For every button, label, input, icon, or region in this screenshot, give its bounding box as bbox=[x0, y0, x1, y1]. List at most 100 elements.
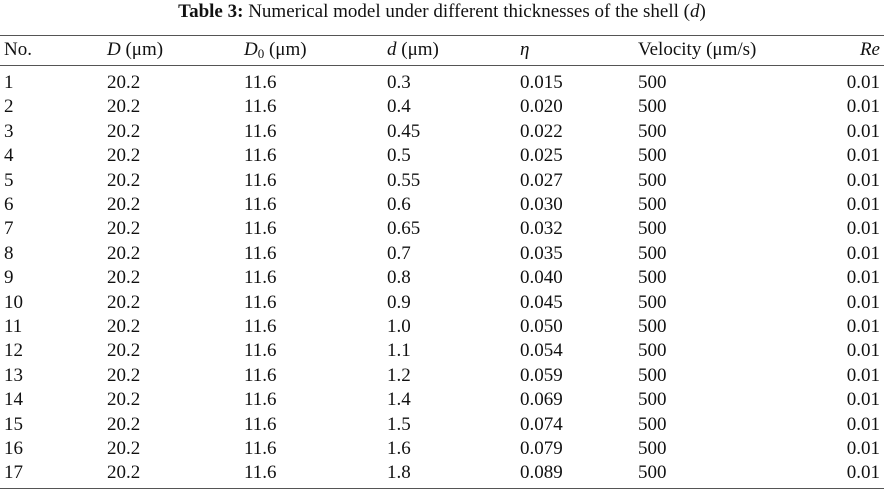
table-cell: 0.01 bbox=[846, 340, 880, 362]
table-cell: 0.022 bbox=[520, 120, 563, 142]
header-cell: Re bbox=[860, 39, 880, 61]
table-cell: 500 bbox=[638, 462, 667, 484]
table-cell: 20.2 bbox=[107, 340, 141, 362]
text-run: d bbox=[690, 1, 700, 22]
table-cell: 0.069 bbox=[520, 389, 563, 411]
table-cell: 0.5 bbox=[387, 145, 411, 167]
table-cell: 20.2 bbox=[107, 169, 141, 191]
table-cell: 500 bbox=[638, 316, 667, 337]
text-run: Re bbox=[859, 39, 880, 60]
table-cell: 20.2 bbox=[107, 462, 141, 484]
table-cell: 17 bbox=[4, 462, 23, 484]
header-cell: Velocity (μm/s) bbox=[638, 39, 756, 61]
table-cell: 0.01 bbox=[846, 291, 880, 313]
table-cell: 20.2 bbox=[107, 218, 141, 240]
table-cell: 20.2 bbox=[107, 389, 141, 411]
table-cell: 0.6 bbox=[387, 194, 411, 215]
text-run: d bbox=[387, 39, 397, 60]
table-cell: 11.6 bbox=[244, 120, 277, 142]
table-cell: 11.6 bbox=[244, 389, 277, 411]
text-run: (μm) bbox=[396, 39, 439, 60]
table-cell: 0.035 bbox=[520, 242, 563, 264]
table-cell: 0.3 bbox=[387, 72, 411, 93]
table-cell: 0.55 bbox=[387, 169, 421, 191]
header-rule bbox=[0, 65, 884, 66]
table-cell: 1.5 bbox=[387, 413, 411, 435]
table-cell: 0.01 bbox=[846, 242, 880, 264]
table-cell: 15 bbox=[4, 413, 23, 435]
table-cell: 11.6 bbox=[244, 96, 277, 118]
table-cell: 11 bbox=[4, 316, 23, 337]
table-cell: 0.01 bbox=[846, 96, 880, 118]
table-cell: 500 bbox=[638, 120, 667, 142]
table-cell: 20.2 bbox=[107, 438, 141, 459]
table-cell: 20.2 bbox=[107, 145, 141, 167]
top-rule bbox=[0, 35, 884, 36]
table-cell: 9 bbox=[4, 267, 14, 289]
table-cell: 500 bbox=[638, 340, 667, 362]
table-cell: 500 bbox=[638, 145, 667, 167]
table-cell: 1.4 bbox=[387, 389, 411, 411]
table-cell: 0.01 bbox=[846, 72, 880, 93]
table-cell: 0.01 bbox=[846, 120, 880, 142]
table-cell: 11.6 bbox=[244, 364, 277, 386]
table-cell: 2 bbox=[4, 96, 14, 118]
table-cell: 14 bbox=[4, 389, 23, 411]
table-cell: 500 bbox=[638, 438, 667, 459]
header-cell: D0 (μm) bbox=[244, 39, 307, 61]
table-cell: 10 bbox=[4, 291, 23, 313]
table-cell: 0.015 bbox=[520, 72, 563, 93]
table-cell: 20.2 bbox=[107, 364, 141, 386]
table-caption: Table 3: Numerical model under different… bbox=[0, 1, 884, 23]
table-cell: 500 bbox=[638, 267, 667, 289]
table-cell: 0.01 bbox=[846, 145, 880, 167]
table-cell: 13 bbox=[4, 364, 23, 386]
header-cell: D (μm) bbox=[107, 39, 163, 61]
table-cell: 500 bbox=[638, 389, 667, 411]
table-cell: 11.6 bbox=[244, 218, 277, 240]
table-cell: 20.2 bbox=[107, 267, 141, 289]
table-cell: 0.079 bbox=[520, 438, 563, 459]
table-cell: 1.6 bbox=[387, 438, 411, 459]
table-cell: 11.6 bbox=[244, 194, 277, 215]
table-cell: 500 bbox=[638, 194, 667, 215]
table-cell: 20.2 bbox=[107, 72, 141, 93]
table-cell: 0.050 bbox=[520, 316, 563, 337]
table-cell: 0.01 bbox=[846, 364, 880, 386]
table-cell: 11.6 bbox=[244, 316, 277, 337]
table-cell: 0.01 bbox=[846, 194, 880, 215]
table-cell: 0.01 bbox=[846, 438, 880, 459]
table-cell: 0.65 bbox=[387, 218, 421, 240]
table-cell: 0.025 bbox=[520, 145, 563, 167]
text-run: (μm) bbox=[120, 39, 164, 60]
table-cell: 8 bbox=[4, 242, 14, 264]
table-cell: 500 bbox=[638, 242, 667, 264]
table-cell: 500 bbox=[638, 413, 667, 435]
header-cell: η bbox=[520, 39, 529, 61]
table-cell: 11.6 bbox=[244, 145, 277, 167]
table-cell: 11.6 bbox=[244, 169, 277, 191]
table-cell: 11.6 bbox=[244, 72, 277, 93]
table-cell: 0.032 bbox=[520, 218, 563, 240]
text-run: ) bbox=[699, 1, 706, 22]
table-cell: 11.6 bbox=[244, 291, 277, 313]
text-run: 0 bbox=[257, 46, 265, 61]
table-cell: 6 bbox=[4, 194, 14, 215]
text-run: η bbox=[520, 39, 530, 60]
table-cell: 500 bbox=[638, 169, 667, 191]
table-cell: 5 bbox=[4, 169, 14, 191]
table-cell: 20.2 bbox=[107, 291, 141, 313]
text-run: Numerical model under different thicknes… bbox=[243, 1, 690, 22]
text-run: (μm) bbox=[264, 39, 307, 60]
table-cell: 0.020 bbox=[520, 96, 563, 118]
table-cell: 0.01 bbox=[846, 218, 880, 240]
table-cell: 0.074 bbox=[520, 413, 563, 435]
text-run: D bbox=[107, 39, 121, 60]
table-cell: 500 bbox=[638, 364, 667, 386]
table-cell: 0.01 bbox=[846, 169, 880, 191]
table-cell: 1 bbox=[4, 72, 14, 93]
table-cell: 3 bbox=[4, 120, 14, 142]
table-cell: 20.2 bbox=[107, 120, 141, 142]
table-cell: 20.2 bbox=[107, 194, 141, 215]
table-cell: 0.059 bbox=[520, 364, 563, 386]
